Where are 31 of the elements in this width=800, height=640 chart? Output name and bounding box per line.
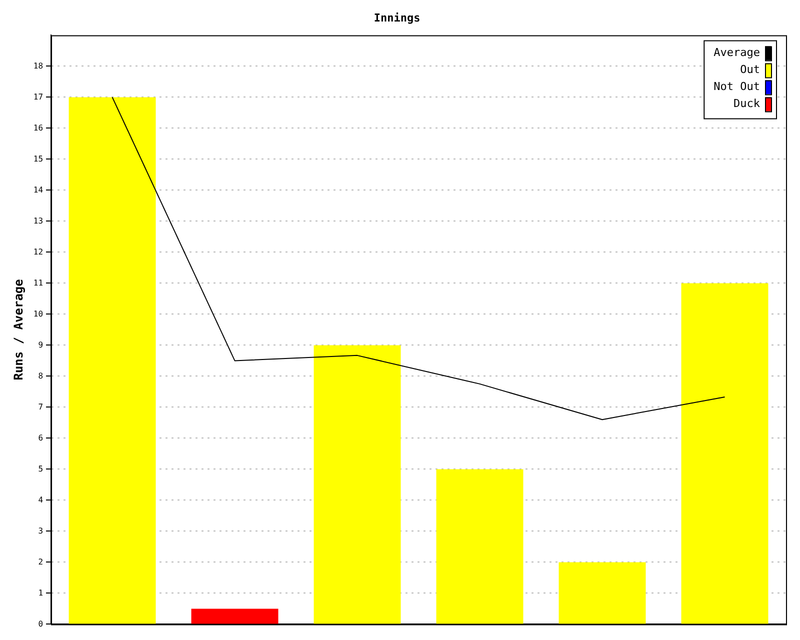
y-axis-title: Runs / Average [11, 279, 26, 380]
y-tick-label: 2 [38, 557, 44, 566]
y-tick-label: 6 [38, 433, 44, 442]
y-tick-label: 11 [33, 278, 44, 288]
y-tick-label: 17 [33, 92, 44, 102]
y-tick-label: 14 [33, 185, 44, 194]
y-tick-label: 7 [38, 402, 44, 412]
y-tick-label: 0 [38, 619, 44, 628]
y-tick-label: 1 [38, 588, 44, 598]
bar [68, 97, 156, 624]
y-tick-label: 13 [33, 216, 44, 226]
bar [314, 345, 401, 624]
y-tick-label: 15 [33, 154, 44, 164]
bar [191, 608, 278, 624]
bar [681, 283, 768, 624]
y-tick-label: 10 [33, 309, 44, 318]
y-tick-label: 5 [38, 464, 44, 474]
y-tick-label: 8 [38, 371, 44, 380]
y-tick-label: 18 [33, 61, 44, 70]
bar [436, 469, 524, 624]
legend-label: Out [740, 63, 760, 76]
legend-label: Average [714, 46, 760, 60]
legend-label: Duck [734, 97, 760, 110]
y-tick-label: 9 [38, 340, 44, 350]
y-tick-label: 3 [38, 526, 44, 536]
chart-title: Innings [374, 11, 420, 24]
bar [558, 562, 646, 624]
y-tick-label: 12 [33, 247, 44, 256]
legend-label: Not Out [714, 80, 760, 94]
y-tick-label: 4 [38, 495, 44, 504]
y-tick-label: 16 [33, 123, 44, 132]
